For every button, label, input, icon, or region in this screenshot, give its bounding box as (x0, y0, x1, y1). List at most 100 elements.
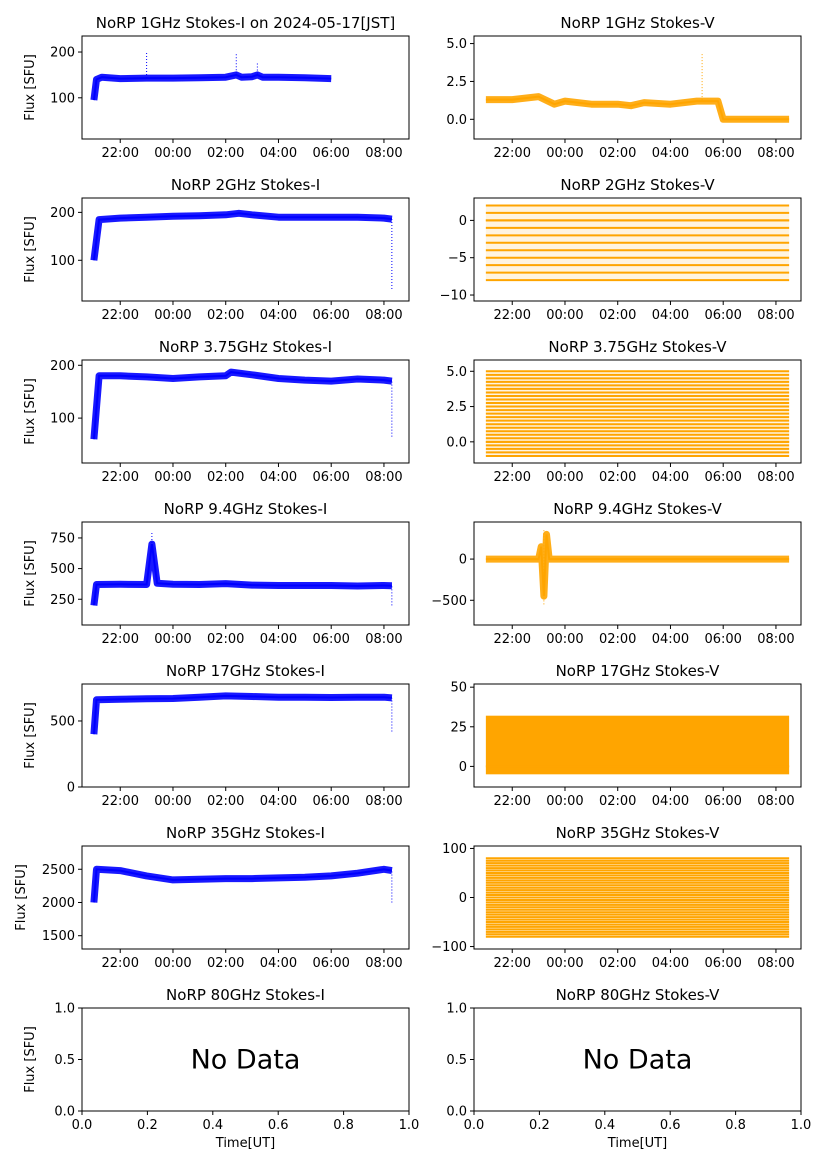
x-tick-label: 02:00 (599, 794, 636, 809)
y-axis-label: Flux [SFU] (23, 378, 38, 445)
y-tick-label: 50 (450, 681, 467, 696)
series-line (485, 95, 790, 121)
data-layer (485, 715, 790, 775)
y-tick-label: 2000 (42, 896, 75, 911)
y-tick-label: 100 (442, 842, 467, 857)
series-line (92, 868, 393, 903)
y-tick-label: 0 (459, 891, 467, 906)
y-tick-label: −100 (431, 940, 467, 955)
x-tick-label: 06:00 (704, 146, 741, 161)
y-tick-label: 200 (50, 206, 75, 221)
chart-title: NoRP 3.75GHz Stokes-V (548, 338, 727, 356)
axes-frame (473, 683, 802, 788)
y-tick-label: 25 (450, 720, 467, 735)
axes-frame (473, 521, 802, 626)
chart-title: NoRP 80GHz Stokes-V (556, 986, 721, 1004)
x-tick-label: 04:00 (260, 470, 297, 485)
x-tick-label: 06:00 (312, 146, 349, 161)
chart-panel-i5: NoRP 17GHz Stokes-I 0 500 22:00 00:00 02:00 04… (23, 662, 410, 809)
data-band-fill (485, 715, 790, 775)
y-tick-label: 1.0 (54, 1002, 75, 1017)
chart-title: NoRP 2GHz Stokes-V (560, 176, 715, 194)
chart-panel-i6: NoRP 35GHz Stokes-I 1500 2000 2500 22:00 00:0… (14, 824, 410, 971)
y-tick-label: 250 (50, 593, 75, 608)
x-tick-label: 00:00 (154, 794, 191, 809)
no-data-label: No Data (191, 1045, 301, 1076)
y-tick-label: 5.0 (446, 365, 467, 380)
y-tick-label: 0 (459, 760, 467, 775)
x-tick-label: 0.0 (72, 1118, 93, 1133)
chart-panel-v7: NoRP 80GHz Stokes-V No Data 0.0 0.5 1.0 0.0 0.… (446, 986, 811, 1151)
axes-frame (473, 359, 802, 464)
x-tick-label: 02:00 (207, 632, 244, 647)
axes-frame (473, 35, 802, 140)
x-tick-label: 0.0 (464, 1118, 485, 1133)
x-tick-label: 02:00 (207, 956, 244, 971)
no-data-label: No Data (583, 1045, 693, 1076)
x-tick-label: 1.0 (399, 1118, 420, 1133)
data-layer (90, 52, 332, 101)
x-tick-label: 04:00 (260, 794, 297, 809)
x-tick-label: 0.2 (529, 1118, 550, 1133)
chart-panel-v6: NoRP 35GHz Stokes-V −100 0 100 22:00 00:00 02:… (431, 824, 802, 971)
data-layer (485, 857, 790, 938)
series-band (485, 93, 790, 123)
data-scatter-cloud (485, 205, 790, 281)
series-line (92, 694, 392, 735)
series-line (485, 534, 790, 597)
data-layer (485, 204, 790, 282)
x-tick-label: 06:00 (312, 470, 349, 485)
x-tick-label: 02:00 (207, 470, 244, 485)
series-line (92, 73, 332, 101)
x-tick-label: 00:00 (546, 146, 583, 161)
y-tick-label: 0.5 (54, 1053, 75, 1068)
x-tick-label: 08:00 (365, 308, 402, 323)
y-tick-label: 200 (50, 359, 75, 374)
series-line (92, 543, 392, 606)
x-tick-label: 0.6 (660, 1118, 681, 1133)
x-tick-label: 0.8 (725, 1118, 746, 1133)
y-tick-label: 1.0 (446, 1002, 467, 1017)
series-band (90, 209, 393, 261)
y-tick-label: 750 (50, 531, 75, 546)
data-layer (485, 54, 790, 123)
x-tick-label: 08:00 (757, 146, 794, 161)
chart-panel-v1: NoRP 1GHz Stokes-V 0.0 2.5 5.0 22:00 00:00 02:… (446, 14, 802, 161)
x-tick-label: 22:00 (494, 956, 531, 971)
chart-title: NoRP 3.75GHz Stokes-I (159, 338, 332, 356)
x-tick-label: 06:00 (704, 956, 741, 971)
y-tick-label: 0.0 (446, 1105, 467, 1120)
chart-panel-i3: NoRP 3.75GHz Stokes-I 100 200 22:00 00:00 02:… (23, 338, 410, 485)
x-tick-label: 00:00 (154, 956, 191, 971)
x-tick-label: 04:00 (260, 308, 297, 323)
series-band (90, 692, 393, 735)
data-layer (90, 533, 393, 606)
chart-title: NoRP 17GHz Stokes-I (166, 662, 325, 680)
chart-title: NoRP 9.4GHz Stokes-I (164, 500, 328, 518)
x-tick-label: 06:00 (704, 470, 741, 485)
x-tick-label: 00:00 (154, 470, 191, 485)
x-tick-label: 22:00 (102, 146, 139, 161)
chart-title: NoRP 1GHz Stokes-V (560, 14, 715, 32)
axes-frame (81, 845, 410, 950)
x-tick-label: 22:00 (102, 470, 139, 485)
x-tick-label: 08:00 (365, 632, 402, 647)
y-tick-label: 0.0 (446, 113, 467, 128)
axes-frame (81, 683, 410, 788)
chart-panel-i4: NoRP 9.4GHz Stokes-I 250 500 750 22:00 00:00 0… (23, 500, 410, 647)
x-tick-label: 00:00 (546, 794, 583, 809)
chart-panel-i1: NoRP 1GHz Stokes-I on 2024-05-17[JST] 100… (23, 14, 410, 161)
y-tick-label: 0 (459, 553, 467, 568)
x-tick-label: 08:00 (365, 146, 402, 161)
x-tick-label: 08:00 (365, 956, 402, 971)
y-axis-label: Flux [SFU] (23, 540, 38, 607)
x-tick-label: 0.2 (137, 1118, 158, 1133)
y-tick-label: 2.5 (446, 75, 467, 90)
x-tick-label: 06:00 (312, 632, 349, 647)
x-tick-label: 02:00 (599, 956, 636, 971)
x-tick-label: 04:00 (652, 146, 689, 161)
axes-frame (81, 35, 410, 140)
x-tick-label: 06:00 (704, 308, 741, 323)
axes-frame (81, 359, 410, 464)
